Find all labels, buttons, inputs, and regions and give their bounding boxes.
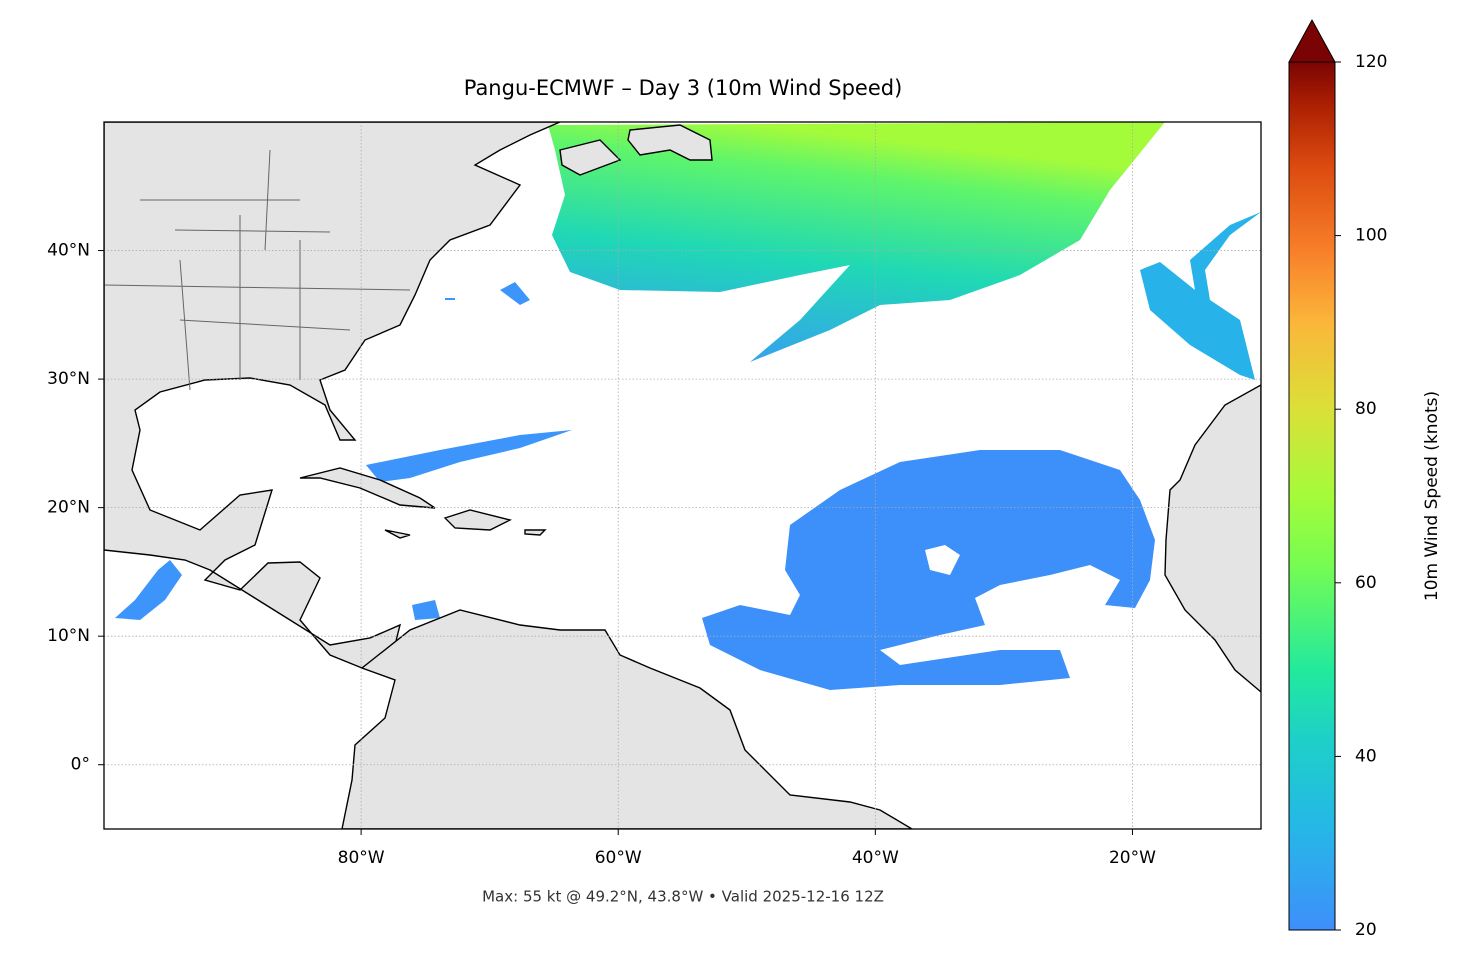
colorbar-tick-label: 60: [1355, 573, 1377, 593]
colorbar-tick-label: 120: [1355, 52, 1387, 72]
wind-field: [548, 122, 1165, 362]
y-tick-label: 10°N: [47, 626, 90, 646]
map-frame: [103, 121, 1262, 830]
x-tick-label: 60°W: [595, 848, 642, 868]
land: [1164, 384, 1261, 693]
colorbar-tick-label: 100: [1355, 226, 1387, 246]
x-tick-label: 80°W: [338, 848, 385, 868]
map: [104, 122, 1261, 829]
footer: Max: 55 kt @ 49.2°N, 43.8°W • Valid 2025…: [482, 888, 884, 906]
state-borders: [104, 149, 411, 391]
x-tick-label: 20°W: [1109, 848, 1156, 868]
colorbar-extend: [1288, 18, 1336, 63]
land: [341, 609, 914, 829]
colorbar: [1289, 62, 1335, 930]
title: Pangu-ECMWF – Day 3 (10m Wind Speed): [464, 76, 903, 100]
y-tick-label: 0°: [71, 755, 90, 775]
colorbar-label: 10m Wind Speed (knots): [1422, 391, 1442, 601]
land: [299, 124, 713, 539]
y-tick-label: 30°N: [47, 369, 90, 389]
wind-field: [115, 560, 440, 620]
colorbar-frame: [1288, 62, 1336, 931]
y-tick-label: 20°N: [47, 498, 90, 518]
colorbar-tick-label: 80: [1355, 399, 1377, 419]
wind-field: [1140, 212, 1261, 380]
colorbar-tick-label: 40: [1355, 746, 1377, 766]
colorbar-tick-label: 20: [1355, 920, 1377, 940]
y-tick-label: 40°N: [47, 241, 90, 261]
wind-field: [366, 282, 572, 482]
wind-field: [702, 450, 1155, 690]
x-tick-label: 40°W: [852, 848, 899, 868]
